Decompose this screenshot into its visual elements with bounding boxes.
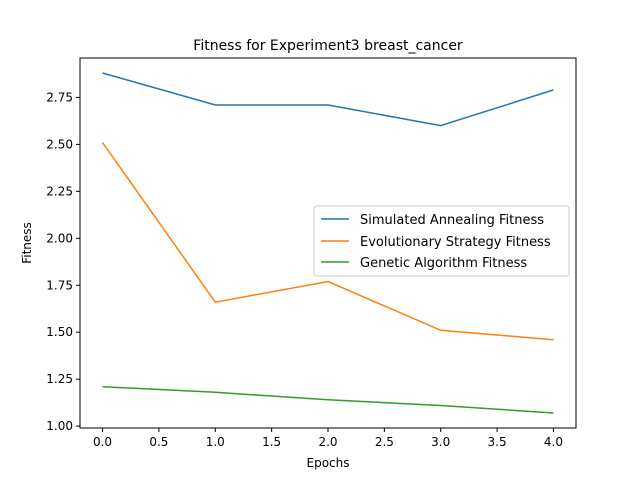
y-tick-label: 2.25 xyxy=(46,184,73,198)
series-lines xyxy=(101,72,554,414)
x-tick-label: 2.5 xyxy=(375,435,394,449)
legend-label-genetic-algorithm: Genetic Algorithm Fitness xyxy=(360,256,527,271)
y-tick-label: 2.00 xyxy=(46,231,73,245)
y-tick-label: 1.25 xyxy=(46,372,73,386)
x-tick-label: 4.0 xyxy=(544,435,563,449)
series-line-evolutionary-strategy-fitness xyxy=(101,142,554,341)
x-tick-label: 3.0 xyxy=(431,435,450,449)
y-tick-label: 2.75 xyxy=(46,90,73,104)
series-line-genetic-algorithm-fitness xyxy=(102,385,554,414)
y-tick-label: 1.50 xyxy=(46,325,73,339)
y-tick-label: 1.75 xyxy=(46,278,73,292)
legend-box xyxy=(313,205,570,277)
x-tick-label: 1.5 xyxy=(262,435,281,449)
legend: Simulated Annealing Fitness Evolutionary… xyxy=(313,205,570,277)
y-tick-label: 1.00 xyxy=(46,419,73,433)
x-tick-label: 1.0 xyxy=(206,435,225,449)
x-tick-label: 0.0 xyxy=(93,435,112,449)
legend-label-simulated-annealing: Simulated Annealing Fitness xyxy=(360,213,544,228)
x-tick-label: 0.5 xyxy=(149,435,168,449)
y-tick-label: 2.50 xyxy=(46,137,73,151)
chart-title: Fitness for Experiment3 breast_cancer xyxy=(193,38,463,54)
x-axis-ticks: 0.0 0.5 1.0 1.5 2.0 2.5 3.0 3.5 4.0 xyxy=(93,428,563,449)
y-axis-ticks: 1.00 1.25 1.50 1.75 2.00 2.25 2.50 2.75 xyxy=(46,90,80,433)
legend-label-evolutionary-strategy: Evolutionary Strategy Fitness xyxy=(360,235,551,250)
x-tick-label: 2.0 xyxy=(318,435,337,449)
x-axis-label: Epochs xyxy=(307,456,350,470)
y-axis-label: Fitness xyxy=(20,222,34,264)
plot-area-frame xyxy=(79,57,577,429)
series-line-simulated-annealing-fitness xyxy=(102,72,554,127)
x-tick-label: 3.5 xyxy=(488,435,507,449)
